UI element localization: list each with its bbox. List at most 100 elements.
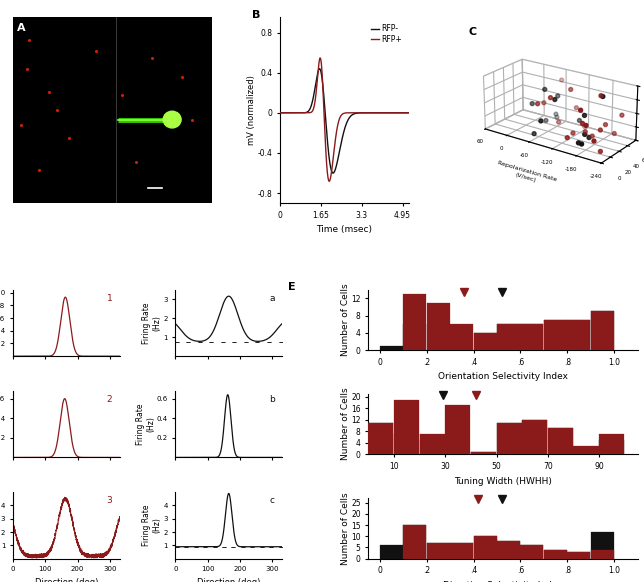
Bar xyxy=(427,303,450,350)
Bar xyxy=(403,294,426,350)
Bar xyxy=(403,324,426,350)
Bar xyxy=(420,434,445,455)
Bar xyxy=(445,405,470,455)
Bar xyxy=(591,311,614,350)
Point xyxy=(15,120,26,130)
RFP- xyxy=(377,109,385,116)
Line: RFP-: RFP- xyxy=(280,69,409,173)
Bar xyxy=(394,400,419,455)
Point xyxy=(22,65,32,74)
Bar xyxy=(474,333,497,350)
Text: 1: 1 xyxy=(106,293,112,303)
RFP- xyxy=(316,65,323,72)
Bar xyxy=(368,423,393,455)
X-axis label: Direction Selectivity Index: Direction Selectivity Index xyxy=(443,581,563,582)
RFP+ xyxy=(405,109,413,116)
Bar xyxy=(394,434,419,455)
Text: a: a xyxy=(269,293,274,303)
Bar xyxy=(520,324,544,350)
Y-axis label: Firing Rate
(Hz): Firing Rate (Hz) xyxy=(142,505,162,546)
X-axis label: Orientation Selectivity Index: Orientation Selectivity Index xyxy=(438,372,568,381)
Bar xyxy=(544,550,567,559)
Point xyxy=(24,35,34,44)
Y-axis label: Number of Cells: Number of Cells xyxy=(341,492,350,565)
Y-axis label: Firing Rate
(Hz): Firing Rate (Hz) xyxy=(136,403,155,445)
RFP- xyxy=(276,109,284,116)
Bar xyxy=(567,320,591,350)
RFP+ xyxy=(377,109,385,116)
Bar xyxy=(567,552,591,559)
Point xyxy=(91,46,102,55)
Bar xyxy=(450,543,473,559)
Point xyxy=(64,133,74,143)
RFP- xyxy=(401,109,409,116)
RFP- xyxy=(329,169,337,176)
RFP+ xyxy=(325,178,333,184)
RFP+ xyxy=(336,115,343,122)
Point xyxy=(187,115,197,124)
RFP+ xyxy=(401,109,409,116)
Y-axis label: Number of Cells: Number of Cells xyxy=(341,283,350,356)
Text: B: B xyxy=(252,10,260,20)
RFP+ xyxy=(283,109,290,116)
Text: E: E xyxy=(287,282,295,292)
Bar xyxy=(567,552,591,559)
Bar xyxy=(591,532,614,559)
RFP+ xyxy=(401,109,409,116)
Point xyxy=(117,91,128,100)
Text: 3: 3 xyxy=(106,496,112,505)
Bar xyxy=(520,545,544,559)
Bar xyxy=(591,550,614,559)
RFP- xyxy=(401,109,409,116)
RFP- xyxy=(405,109,413,116)
Bar xyxy=(427,543,450,559)
Text: c: c xyxy=(270,496,274,505)
Bar xyxy=(403,525,426,559)
Y-axis label: mV (normalized): mV (normalized) xyxy=(247,75,256,146)
Bar xyxy=(497,324,520,350)
Text: b: b xyxy=(269,395,274,404)
Point xyxy=(44,87,54,97)
RFP+ xyxy=(339,111,346,118)
Y-axis label: Firing Rate
(Hz): Firing Rate (Hz) xyxy=(142,302,162,343)
Bar xyxy=(403,525,426,559)
Bar xyxy=(591,311,614,350)
X-axis label: Time (msec): Time (msec) xyxy=(316,225,372,235)
Bar xyxy=(567,320,591,350)
Point xyxy=(147,54,157,63)
X-axis label: Direction (deg): Direction (deg) xyxy=(197,578,260,582)
RFP- xyxy=(336,148,343,155)
Bar xyxy=(548,428,573,455)
Bar xyxy=(474,333,497,350)
Bar xyxy=(450,324,473,350)
Bar xyxy=(497,423,522,455)
RFP+ xyxy=(316,55,324,62)
Bar xyxy=(548,428,573,455)
Point xyxy=(131,158,142,167)
Bar xyxy=(474,536,497,559)
Bar xyxy=(368,423,393,455)
Y-axis label: Number of Cells: Number of Cells xyxy=(341,388,350,460)
Bar xyxy=(599,440,624,455)
Bar xyxy=(599,434,624,455)
Point xyxy=(177,72,187,81)
RFP+ xyxy=(276,109,284,116)
Bar xyxy=(474,536,497,559)
Bar xyxy=(497,541,520,559)
Bar xyxy=(497,324,520,350)
Bar xyxy=(520,545,544,559)
Bar xyxy=(544,550,567,559)
X-axis label: Direction (deg): Direction (deg) xyxy=(35,578,98,582)
Bar xyxy=(380,545,403,559)
Bar xyxy=(420,440,445,455)
Bar xyxy=(471,452,496,455)
Bar xyxy=(497,423,522,455)
Text: C: C xyxy=(469,27,477,37)
Point xyxy=(33,165,44,175)
Bar xyxy=(520,324,544,350)
Text: 2: 2 xyxy=(107,395,112,404)
Circle shape xyxy=(163,111,181,128)
Point xyxy=(52,105,62,115)
Text: A: A xyxy=(17,23,26,33)
Line: RFP+: RFP+ xyxy=(280,58,409,181)
